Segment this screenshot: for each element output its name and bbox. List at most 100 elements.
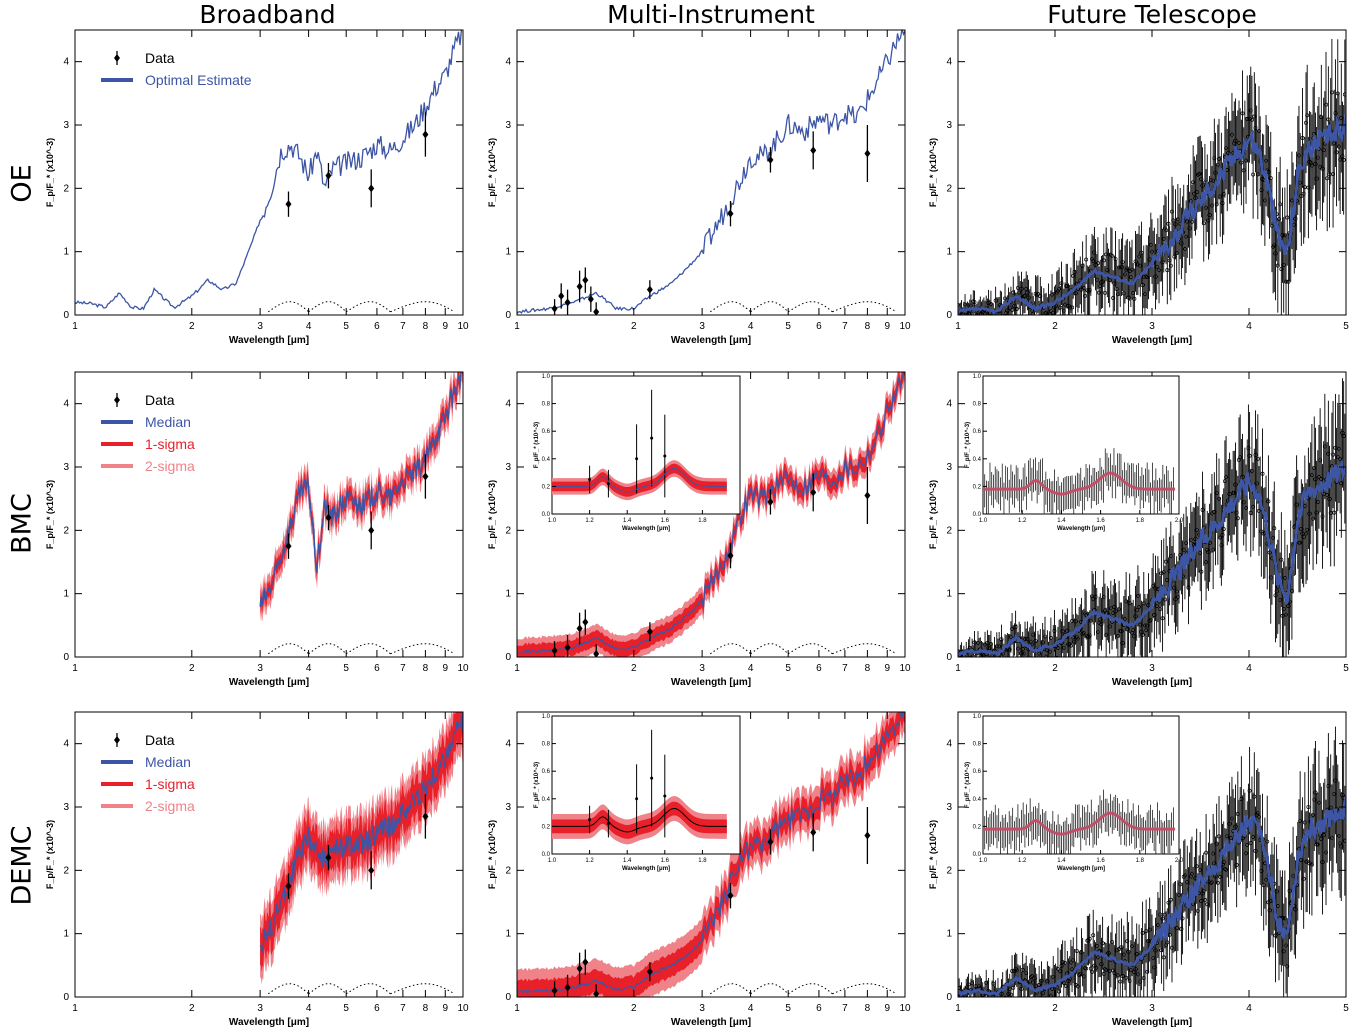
x-tick-label: 9 [884, 321, 890, 332]
data-point [1249, 117, 1254, 122]
data-point [564, 643, 571, 652]
data-point [1003, 995, 1007, 997]
x-tick-label: 10 [899, 663, 911, 674]
inset-x-axis-label: Wavelength [μm] [622, 526, 670, 532]
data-point [582, 618, 589, 627]
data-point [1048, 636, 1053, 640]
data-point [966, 658, 969, 661]
x-tick-label: 5 [1343, 663, 1349, 674]
y-tick-label: 4 [63, 399, 69, 410]
data-point [1050, 658, 1053, 661]
x-tick-label: 4 [748, 663, 754, 674]
axes-frame [516, 711, 906, 998]
y-tick-label: 2 [63, 525, 69, 536]
inset-x-tick-label: 1.6 [661, 858, 670, 864]
data-point [1342, 92, 1346, 97]
data-point [727, 891, 734, 900]
inset-y-tick-label: 0.4 [542, 797, 551, 803]
x-tick-label: 4 [306, 321, 312, 332]
x-tick-label: 9 [442, 321, 448, 332]
data-point [587, 295, 594, 304]
data-point [1001, 317, 1004, 320]
inset-x-tick-label: 1.2 [1018, 518, 1027, 524]
filter-curve [308, 983, 347, 995]
data-point [993, 320, 996, 323]
x-tick-label: 5 [343, 663, 349, 674]
y-tick-label: 4 [505, 57, 511, 68]
legend-label: Data [145, 392, 175, 408]
inset-data-point [606, 482, 610, 486]
filter-curve [832, 301, 897, 313]
x-tick-label: 4 [1246, 663, 1252, 674]
data-point [1240, 111, 1245, 116]
x-axis-label: Wavelength [μm] [229, 1017, 309, 1028]
model-line [259, 372, 463, 607]
y-tick-label: 3 [505, 120, 511, 131]
x-axis-label: Wavelength [μm] [1112, 335, 1192, 346]
data-point [646, 285, 653, 294]
inset-model-line [552, 807, 727, 833]
data-point [1302, 185, 1307, 190]
y-tick-label: 2 [946, 525, 952, 536]
data-point [368, 526, 375, 535]
y-tick-label: 3 [505, 462, 511, 473]
plot-content [259, 712, 463, 995]
x-tick-label: 3 [1149, 1003, 1155, 1014]
data-point [993, 314, 994, 315]
x-tick-label: 4 [1246, 321, 1252, 332]
x-tick-label: 1 [514, 1003, 520, 1014]
inset-one-sigma-band [552, 463, 727, 497]
inset-x-tick-label: 1.8 [1136, 858, 1145, 864]
x-tick-label: 8 [865, 1003, 871, 1014]
legend-label: 1-sigma [145, 776, 195, 792]
y-tick-label: 3 [946, 462, 952, 473]
x-tick-label: 10 [457, 1003, 469, 1014]
data-point [564, 983, 571, 992]
data-point [1325, 176, 1330, 181]
data-point [1038, 318, 1041, 321]
x-tick-label: 5 [785, 321, 791, 332]
data-point [582, 276, 589, 285]
y-tick-label: 1 [63, 589, 69, 600]
data-point [1101, 258, 1106, 263]
y-tick-label: 0 [505, 652, 511, 663]
x-tick-label: 3 [699, 663, 705, 674]
x-axis-label: Wavelength [μm] [229, 677, 309, 688]
data-point [972, 300, 977, 304]
inset-model-line [983, 471, 1176, 496]
data-point [1265, 839, 1270, 844]
axes-frame [74, 29, 464, 316]
inset-x-tick-label: 1.0 [979, 518, 988, 524]
filter-curve [308, 301, 347, 313]
inset-y-tick-label: 0.6 [542, 429, 551, 435]
data-point [999, 1000, 1002, 1003]
data-point [1300, 135, 1305, 140]
x-tick-label: 8 [865, 321, 871, 332]
inset-data-point [606, 822, 610, 826]
data-point [1324, 102, 1328, 107]
inset-data-point [663, 454, 667, 458]
data-point [989, 1002, 992, 1005]
y-tick-label: 4 [946, 57, 952, 68]
x-tick-label: 10 [899, 1003, 911, 1014]
y-tick-label: 1 [946, 589, 952, 600]
x-tick-label: 4 [748, 321, 754, 332]
filter-curve [832, 643, 897, 655]
x-tick-label: 5 [1343, 321, 1349, 332]
y-tick-label: 0 [63, 652, 69, 663]
data-point [994, 658, 997, 661]
x-tick-label: 9 [442, 663, 448, 674]
data-point [1035, 658, 1038, 661]
data-point [1171, 218, 1176, 223]
data-point [1084, 257, 1089, 262]
inset-x-tick-label: 1.8 [698, 858, 707, 864]
inset-y-tick-label: 0.2 [542, 824, 551, 830]
x-tick-label: 5 [785, 663, 791, 674]
x-axis-label: Wavelength [μm] [671, 677, 751, 688]
inset-x-tick-label: 1.6 [1096, 518, 1105, 524]
